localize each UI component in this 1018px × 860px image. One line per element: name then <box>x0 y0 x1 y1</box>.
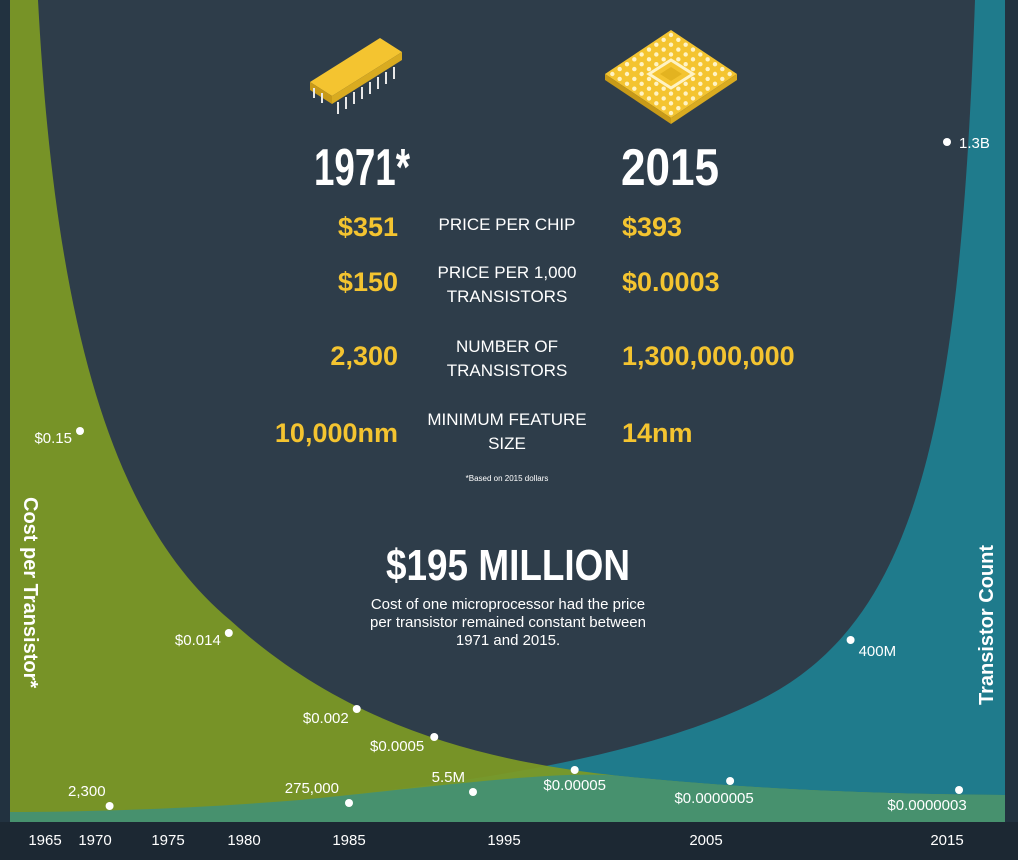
cost-data-label: $0.0000003 <box>887 797 966 814</box>
left-axis-label: Cost per Transistor* <box>19 497 41 688</box>
cost-data-point <box>224 629 233 637</box>
x-tick-label: 1965 <box>28 832 61 849</box>
cost-data-label: $0.0005 <box>370 738 424 755</box>
cost-data-point <box>726 777 735 785</box>
row-label: NUMBER OF TRANSISTORS <box>447 337 568 380</box>
count-data-point <box>943 138 951 146</box>
count-data-point <box>345 799 353 807</box>
cost-data-label: $0.00005 <box>543 777 606 794</box>
count-data-label: 400M <box>859 643 897 660</box>
row-left-value: 2,300 <box>330 341 398 371</box>
x-tick-label: 2005 <box>689 832 722 849</box>
x-tick-label: 1985 <box>332 832 365 849</box>
transistor-count-points: 2,300 275,000 5.5M 400M 1.3B <box>68 135 990 810</box>
bga-chip-icon <box>605 30 737 124</box>
count-data-label: 2,300 <box>68 783 106 800</box>
count-data-label: 275,000 <box>285 780 339 797</box>
cost-data-point <box>76 427 84 435</box>
cost-data-point <box>430 733 439 741</box>
dip-chip-icon <box>310 38 402 114</box>
x-tick-label: 1995 <box>487 832 520 849</box>
cost-data-label: $0.014 <box>175 632 221 649</box>
count-data-point <box>469 788 477 796</box>
count-data-point <box>105 802 114 810</box>
row-left-value: 10,000nm <box>275 418 398 448</box>
count-data-label: 1.3B <box>959 135 990 152</box>
cost-data-label: $0.002 <box>303 710 349 727</box>
count-data-point <box>846 636 855 644</box>
overlap-area <box>10 774 1005 822</box>
row-right-value: 1,300,000,000 <box>622 341 795 371</box>
cost-data-point <box>955 786 964 794</box>
cost-data-label: $0.15 <box>34 430 72 447</box>
cost-per-transistor-points: $0.15 $0.014 $0.002 $0.0005 $0.00005 $0.00000… <box>34 427 967 814</box>
cost-data-point <box>570 766 579 774</box>
row-left-value: $351 <box>338 212 398 242</box>
right-edge-band <box>1005 0 1018 860</box>
x-tick-label: 1970 <box>78 832 111 849</box>
left-edge-band <box>0 0 10 860</box>
x-axis-ticks: 1965 1970 1975 1980 1985 1995 2005 2015 <box>28 832 963 849</box>
x-tick-label: 2015 <box>930 832 963 849</box>
headline-caption: Cost of one microprocessor had the price… <box>370 596 646 649</box>
row-label: PRICE PER CHIP <box>439 215 576 234</box>
row-right-value: $393 <box>622 212 682 242</box>
comparison-table: $351 PRICE PER CHIP $393 $150 PRICE PER … <box>275 212 795 483</box>
headline-value: $195 MILLION <box>386 541 630 590</box>
x-tick-label: 1975 <box>151 832 184 849</box>
right-year: 2015 <box>621 139 719 197</box>
row-right-value: $0.0003 <box>622 267 720 297</box>
cost-data-point <box>352 705 361 713</box>
right-axis-label: Transistor Count <box>976 545 998 705</box>
left-year: 1971* <box>314 139 411 197</box>
footnote: *Based on 2015 dollars <box>466 474 549 483</box>
row-left-value: $150 <box>338 267 398 297</box>
row-label: PRICE PER 1,000 TRANSISTORS <box>438 263 577 306</box>
cost-data-label: $0.0000005 <box>674 790 753 807</box>
cost-per-transistor-area <box>10 0 1005 822</box>
transistor-count-area <box>10 0 1005 822</box>
x-tick-label: 1980 <box>227 832 260 849</box>
x-axis-bar <box>0 822 1018 860</box>
row-label: MINIMUM FEATURE SIZE <box>427 410 586 453</box>
count-data-label: 5.5M <box>432 769 465 786</box>
row-right-value: 14nm <box>622 418 693 448</box>
